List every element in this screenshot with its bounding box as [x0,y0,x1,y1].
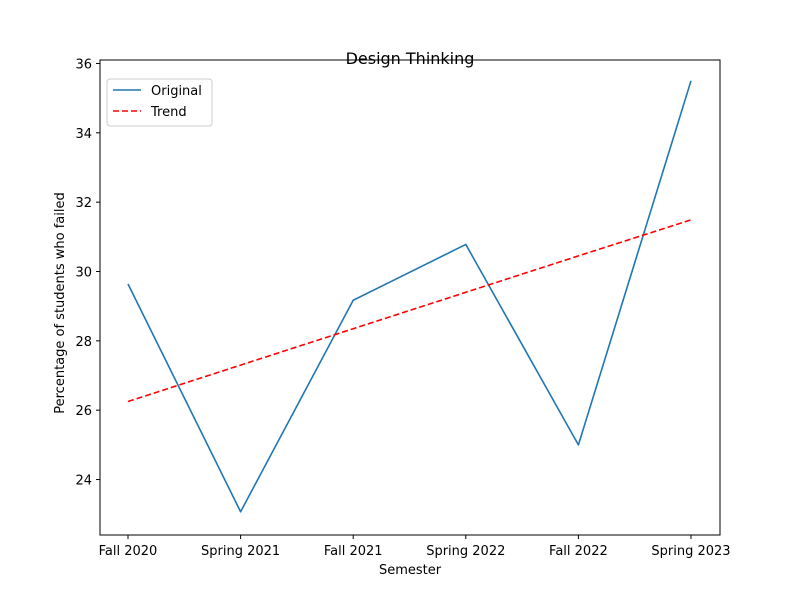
data-point-original [240,511,242,513]
x-tick-label: Fall 2021 [324,544,383,559]
data-point-original [465,244,467,246]
data-point-original [352,299,354,301]
x-tick-label: Spring 2022 [426,544,505,559]
data-point-original [690,80,692,82]
y-axis-label: Percentage of students who failed [53,192,68,414]
y-tick-label: 24 [75,474,92,489]
x-tick-label: Fall 2022 [549,544,608,559]
data-point-trend [578,255,580,257]
y-tick-label: 28 [75,335,92,350]
x-tick-label: Spring 2021 [201,544,280,559]
y-tick-label: 26 [75,404,92,419]
plot-area-frame [99,59,721,536]
x-axis: Fall 2020 Spring 2021 Fall 2021 Spring 2022… [99,535,731,559]
y-tick-label: 30 [75,265,92,280]
x-tick-label: Spring 2023 [651,544,730,559]
data-point-trend [240,364,242,366]
legend: Original Trend [106,78,213,127]
data-point-trend [352,328,354,330]
y-axis: 24 26 28 30 32 34 36 [75,57,100,489]
data-point-trend [127,401,129,403]
chart-title: Design Thinking [346,49,475,68]
data-point-trend [690,219,692,221]
legend-label-trend: Trend [150,105,187,120]
data-point-trend [465,291,467,293]
y-tick-label: 32 [75,196,92,211]
x-tick-label: Fall 2020 [99,544,158,559]
legend-label-original: Original [151,84,202,99]
y-tick-label: 36 [75,57,92,72]
x-axis-label: Semester [379,563,442,578]
y-tick-label: 34 [75,127,92,142]
series-line-trend [127,219,692,403]
data-point-original [127,283,129,285]
plot-series [127,80,692,513]
series-line-original [127,80,692,513]
data-point-original [578,444,580,446]
